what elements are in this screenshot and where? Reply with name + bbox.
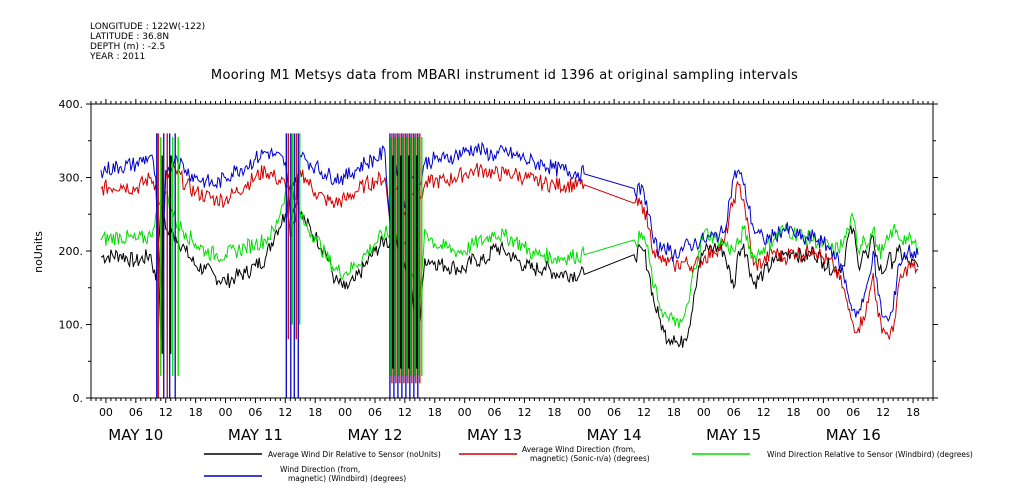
x-tick-label: 12 bbox=[517, 406, 531, 419]
metadata-block: LONGITUDE : 122W(-122) LATITUDE : 36.8N … bbox=[90, 22, 205, 62]
legend-label: Average Wind Dir Relative to Sensor (noU… bbox=[268, 450, 441, 459]
y-tick-label: 100. bbox=[59, 319, 84, 332]
x-tick-label: 12 bbox=[278, 406, 292, 419]
x-tick-label: 12 bbox=[757, 406, 771, 419]
x-tick-label: 18 bbox=[189, 406, 203, 419]
x-tick-label: 00 bbox=[577, 406, 591, 419]
legend-label: Wind Direction (from, bbox=[280, 465, 360, 474]
x-tick-label: 18 bbox=[308, 406, 322, 419]
legend-item-4: Wind Direction (from,magnetic) (Windbird… bbox=[204, 465, 406, 483]
legend-item-3: Wind Direction Relative to Sensor (Windb… bbox=[692, 450, 973, 459]
latitude-text: LATITUDE : 36.8N bbox=[90, 32, 170, 42]
y-tick-label: 400. bbox=[59, 98, 84, 111]
y-axis-label: noUnits bbox=[32, 231, 45, 273]
chart-title: Mooring M1 Metsys data from MBARI instru… bbox=[210, 68, 799, 83]
legend: Average Wind Dir Relative to Sensor (noU… bbox=[204, 445, 973, 483]
x-tick-label: 00 bbox=[458, 406, 472, 419]
x-tick-label: 12 bbox=[637, 406, 651, 419]
legend-label-line2: magnetic) (Windbird) (degrees) bbox=[288, 474, 406, 483]
x-tick-label: 18 bbox=[667, 406, 681, 419]
series-line-2 bbox=[100, 162, 919, 340]
longitude-text: LONGITUDE : 122W(-122) bbox=[90, 22, 206, 32]
x-tick-label: 12 bbox=[159, 406, 173, 419]
x-tick-label: 06 bbox=[248, 406, 262, 419]
legend-item-2: Average Wind Direction (from,magnetic) (… bbox=[459, 445, 650, 463]
series-line-3 bbox=[100, 183, 919, 329]
x-tick-label: 12 bbox=[398, 406, 412, 419]
legend-item-1: Average Wind Dir Relative to Sensor (noU… bbox=[204, 450, 441, 459]
y-tick-label: 300. bbox=[59, 172, 84, 185]
x-day-label: MAY 13 bbox=[467, 426, 522, 444]
legend-label-line2: magnetic) (Sonic-n/a) (degrees) bbox=[530, 454, 650, 463]
x-day-label: MAY 15 bbox=[706, 426, 761, 444]
legend-label: Average Wind Direction (from, bbox=[522, 445, 635, 454]
x-tick-label: 18 bbox=[428, 406, 442, 419]
x-tick-label: 06 bbox=[846, 406, 860, 419]
y-tick-label: 200. bbox=[59, 245, 84, 258]
x-tick-label: 00 bbox=[99, 406, 113, 419]
x-tick-label: 06 bbox=[129, 406, 143, 419]
x-tick-label: 06 bbox=[368, 406, 382, 419]
y-tick-label: 0. bbox=[73, 392, 84, 405]
x-tick-label: 18 bbox=[786, 406, 800, 419]
x-tick-label: 18 bbox=[906, 406, 920, 419]
x-day-label: MAY 16 bbox=[826, 426, 881, 444]
plot-area bbox=[100, 133, 919, 398]
x-tick-label: 06 bbox=[727, 406, 741, 419]
depth-text: DEPTH (m) : -2.5 bbox=[90, 42, 166, 52]
series-line-1 bbox=[101, 177, 919, 348]
x-tick-label: 06 bbox=[607, 406, 621, 419]
x-day-label: MAY 12 bbox=[347, 426, 402, 444]
x-tick-label: 00 bbox=[219, 406, 233, 419]
x-tick-label: 00 bbox=[338, 406, 352, 419]
year-text: YEAR : 2011 bbox=[90, 52, 146, 62]
x-tick-label: 00 bbox=[816, 406, 830, 419]
series-lines bbox=[100, 133, 919, 398]
series-line-4 bbox=[100, 141, 919, 340]
x-day-label: MAY 10 bbox=[108, 426, 163, 444]
legend-label: Wind Direction Relative to Sensor (Windb… bbox=[767, 450, 973, 459]
x-tick-label: 00 bbox=[697, 406, 711, 419]
x-day-label: MAY 14 bbox=[587, 426, 642, 444]
x-tick-label: 18 bbox=[547, 406, 561, 419]
x-day-label: MAY 11 bbox=[228, 426, 283, 444]
x-tick-label: 06 bbox=[488, 406, 502, 419]
x-tick-label: 12 bbox=[876, 406, 890, 419]
axes: 0. 100. 200. 300. 400. 00 06 12 18 00 06 12 18 00 06 12… bbox=[59, 98, 938, 444]
